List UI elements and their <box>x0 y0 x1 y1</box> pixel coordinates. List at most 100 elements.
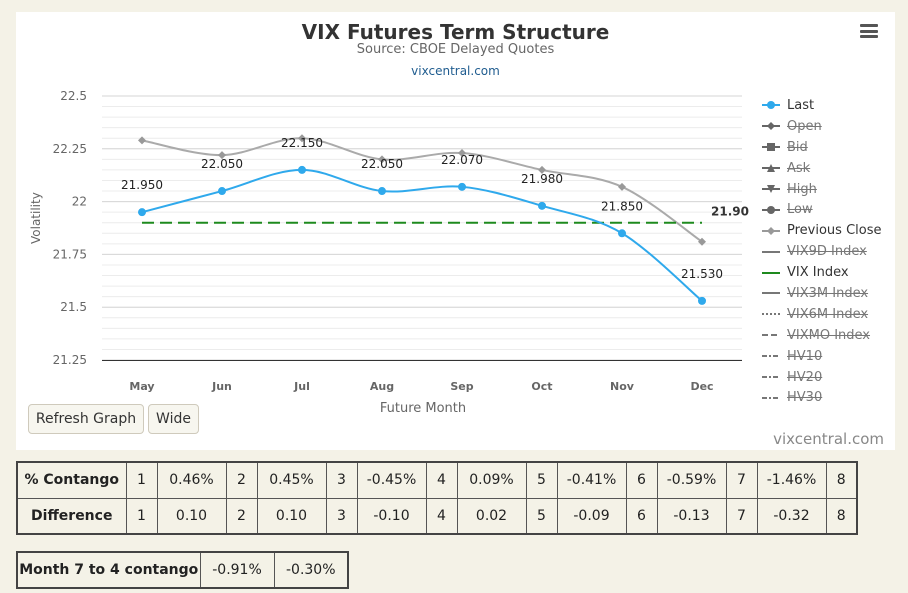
last-point <box>378 187 386 196</box>
row-header: Month 7 to 4 contango <box>16 551 201 589</box>
legend-symbol-icon <box>762 101 780 110</box>
series-line-previous-close <box>141 137 703 243</box>
table-cell: 8 <box>825 497 858 535</box>
table-cell: 3 <box>325 497 358 535</box>
table-cell: -0.32 <box>756 497 827 535</box>
x-tick-label: Dec <box>690 380 713 393</box>
x-tick-label: Sep <box>450 380 473 393</box>
table-cell: 4 <box>425 461 458 499</box>
table-row: Difference 1 0.10 2 0.10 3 -0.10 4 0.02 5 -0.09 6 -0… <box>16 497 858 535</box>
table-cell: -1.46% <box>756 461 827 499</box>
x-tick-label: Nov <box>610 380 635 393</box>
last-point <box>618 229 626 238</box>
legend-item[interactable]: Last <box>762 95 882 116</box>
legend-item[interactable]: VIX Index <box>762 262 882 283</box>
table-cell: 7 <box>725 497 758 535</box>
legend-item[interactable]: VIXMO Index <box>762 325 882 346</box>
last-point <box>538 201 546 210</box>
last-point <box>218 187 226 196</box>
x-tick-label: Aug <box>370 380 394 393</box>
legend-label: VIXMO Index <box>787 327 871 343</box>
legend-item[interactable]: Previous Close <box>762 220 882 241</box>
table-cell: 5 <box>525 461 558 499</box>
table-cell: 6 <box>625 461 658 499</box>
legend-symbol-icon <box>762 143 780 152</box>
table-cell: 6 <box>625 497 658 535</box>
table-cell: 0.46% <box>156 461 227 499</box>
table-cell: -0.10 <box>356 497 427 535</box>
y-tick-label: 22 <box>72 195 87 209</box>
table-cell: 0.09% <box>456 461 527 499</box>
table-cell: 0.45% <box>256 461 327 499</box>
legend-symbol-icon <box>762 355 780 358</box>
legend-item[interactable]: VIX6M Index <box>762 304 882 325</box>
x-tick-label: May <box>129 380 154 393</box>
legend-symbol-icon <box>762 226 780 235</box>
last-data-label: 22.050 <box>201 157 243 171</box>
legend-symbol-icon <box>762 334 780 337</box>
legend-label: HV10 <box>787 348 823 364</box>
table-cell: 1 <box>125 461 158 499</box>
month-contango-table: Month 7 to 4 contango -0.91% -0.30% <box>16 551 349 589</box>
previous-close-point <box>378 155 386 164</box>
table-cell: 2 <box>225 497 258 535</box>
legend-item[interactable]: Open <box>762 116 882 137</box>
legend-symbol-icon <box>762 205 780 214</box>
table-cell: -0.91% <box>199 551 275 589</box>
legend-item[interactable]: HV10 <box>762 346 882 367</box>
legend-item[interactable]: VIX9D Index <box>762 241 882 262</box>
chart-panel: VIX Futures Term Structure Source: CBOE … <box>16 12 895 450</box>
last-point <box>458 182 466 191</box>
last-data-label: 22.150 <box>281 136 323 150</box>
legend-label: Last <box>787 97 815 113</box>
table-cell: -0.45% <box>356 461 427 499</box>
legend-item[interactable]: Bid <box>762 137 882 158</box>
credit-link-top[interactable]: vixcentral.com <box>411 64 500 78</box>
previous-close-point <box>698 237 706 246</box>
table-cell: -0.41% <box>556 461 627 499</box>
previous-close-point <box>298 134 306 143</box>
legend-item[interactable]: High <box>762 179 882 200</box>
chart-plot: 22.5 22.25 22 21.75 21.5 21.25 May Jun Jul Aug Sep… <box>53 89 749 393</box>
table-cell: 0.10 <box>256 497 327 535</box>
legend-label: VIX Index <box>787 265 849 281</box>
legend-label: HV30 <box>787 390 823 406</box>
legend-symbol-icon <box>762 122 780 131</box>
last-point <box>138 208 146 217</box>
series-line-last <box>141 168 703 302</box>
x-tick-label: Jul <box>293 380 310 393</box>
contango-table: % Contango 1 0.46% 2 0.45% 3 -0.45% 4 0.09% 5 -0.4… <box>16 461 858 535</box>
table-cell: -0.09 <box>556 497 627 535</box>
wide-button[interactable]: Wide <box>148 404 199 434</box>
x-tick-label: Jun <box>211 380 232 393</box>
table-cell: 1 <box>125 497 158 535</box>
refresh-graph-button[interactable]: Refresh Graph <box>28 404 144 434</box>
table-cell: -0.13 <box>656 497 727 535</box>
table-cell: 7 <box>725 461 758 499</box>
legend-label: Open <box>787 118 822 134</box>
table-row: Month 7 to 4 contango -0.91% -0.30% <box>16 551 349 589</box>
legend-item[interactable]: HV20 <box>762 367 882 388</box>
table-cell: 2 <box>225 461 258 499</box>
legend-label: VIX3M Index <box>787 285 869 301</box>
legend-symbol-icon <box>762 396 780 399</box>
y-axis-title: Volatility <box>29 192 43 244</box>
legend-symbol-icon <box>762 250 780 253</box>
last-point <box>698 296 706 305</box>
legend-item[interactable]: Ask <box>762 158 882 179</box>
legend-item[interactable]: HV30 <box>762 387 882 408</box>
legend-label: VIX6M Index <box>787 306 869 322</box>
legend-symbol-icon <box>762 271 780 274</box>
previous-close-point <box>458 149 466 158</box>
legend-symbol-icon <box>762 376 780 379</box>
table-cell: 3 <box>325 461 358 499</box>
legend-label: Low <box>787 202 813 218</box>
credit-link-bottom[interactable]: vixcentral.com <box>773 430 884 448</box>
last-data-label: 21.530 <box>681 267 723 281</box>
last-data-label: 22.070 <box>441 153 483 167</box>
legend-item[interactable]: Low <box>762 199 882 220</box>
row-header: Difference <box>16 497 127 535</box>
legend-item[interactable]: VIX3M Index <box>762 283 882 304</box>
hamburger-menu-icon[interactable] <box>860 24 878 38</box>
table-cell: 4 <box>425 497 458 535</box>
